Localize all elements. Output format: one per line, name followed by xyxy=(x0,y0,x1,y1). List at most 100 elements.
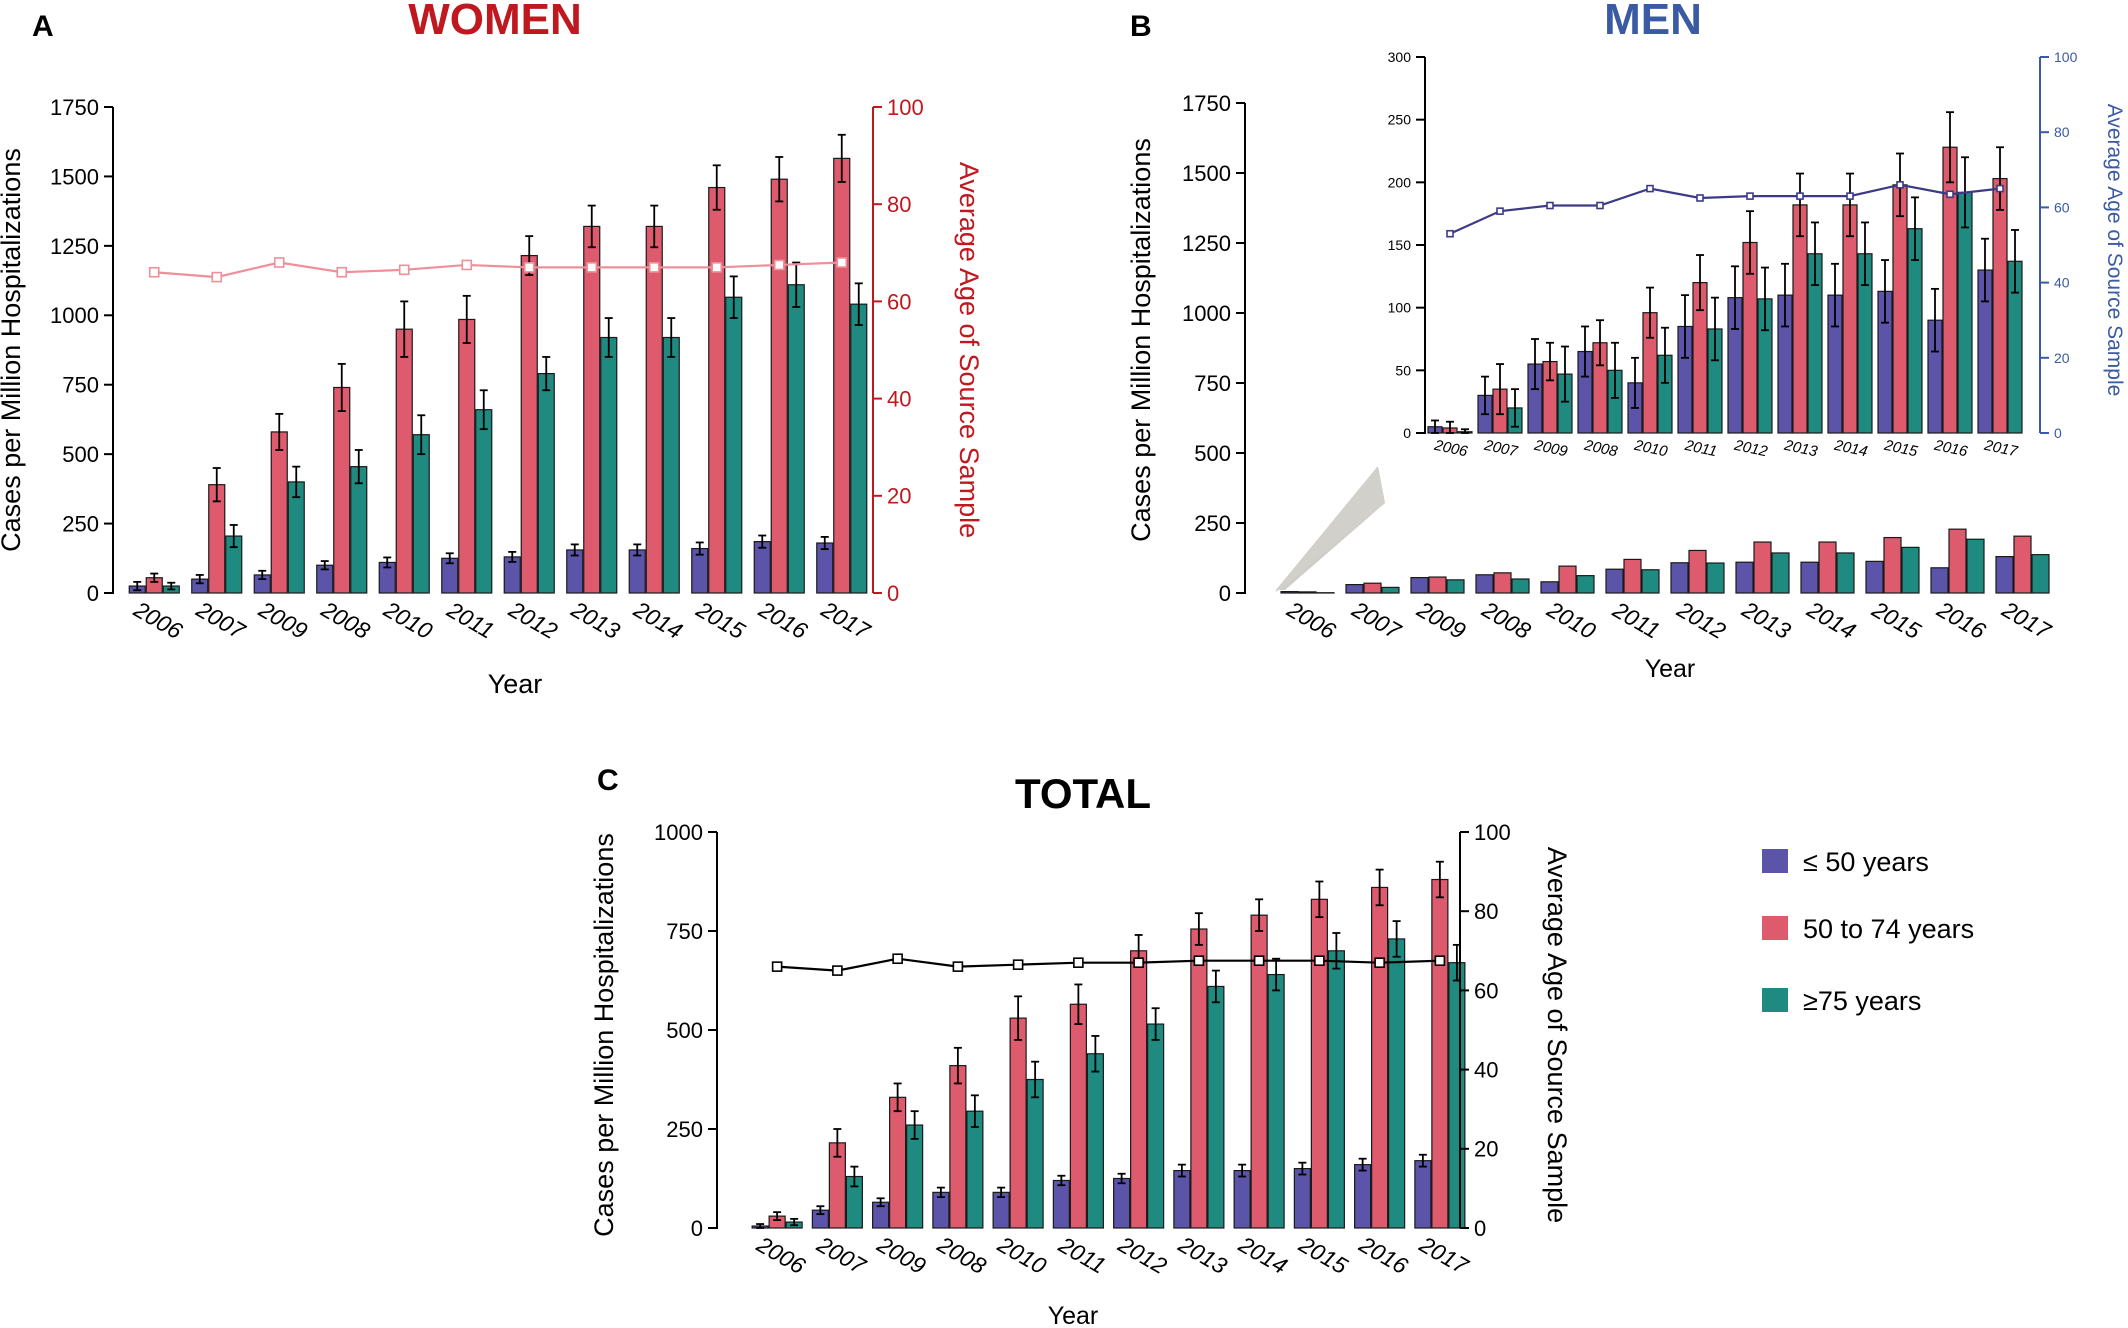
total-y-tick-label: 250 xyxy=(666,1117,703,1142)
men-x-tick-label: 2012 xyxy=(1672,596,1730,645)
men-inset-y-tick-label: 0 xyxy=(1403,425,1411,441)
women-bar xyxy=(787,284,805,594)
women-bar xyxy=(725,296,743,594)
total-x-tick-label: 2013 xyxy=(1173,1231,1231,1280)
legend-label-le50: ≤ 50 years xyxy=(1803,847,1929,877)
total-bar xyxy=(1431,878,1449,1229)
total-x-axis-label: Year xyxy=(1048,1302,1099,1328)
men-y-tick-label: 1250 xyxy=(1182,231,1231,256)
men-bar xyxy=(1771,552,1790,594)
total-bar xyxy=(1009,1017,1027,1229)
women-x-tick-label: 2011 xyxy=(442,596,499,644)
men-bar xyxy=(1948,528,1967,594)
women-x-tick-label: 2012 xyxy=(504,596,562,645)
total-x-tick-label: 2017 xyxy=(1414,1231,1473,1280)
men-bar xyxy=(1670,562,1689,594)
men-inset-y-tick-label: 50 xyxy=(1395,362,1411,378)
men-inset-x-tick-label: 2017 xyxy=(1982,437,2020,461)
total-y2-tick-label: 60 xyxy=(1474,978,1498,1003)
men-inset-y-tick-label: 250 xyxy=(1388,112,1412,128)
women-bar xyxy=(270,431,288,594)
total-bar xyxy=(1310,898,1328,1229)
men-bar xyxy=(1836,552,1855,594)
men-inset-age-marker xyxy=(1496,207,1504,215)
men-inset-x-tick-label: 2012 xyxy=(1732,437,1770,461)
total-x-tick-label: 2008 xyxy=(932,1231,990,1280)
women-bar xyxy=(600,336,618,594)
men-x-tick-label: 2016 xyxy=(1932,596,1990,645)
men-bar xyxy=(1901,546,1920,594)
men-inset-y2-tick-label: 60 xyxy=(2054,199,2070,215)
total-y2-tick-label: 40 xyxy=(1474,1058,1498,1083)
men-inset-y2-tick-label: 100 xyxy=(2054,49,2078,65)
men-inset-y-tick-label: 300 xyxy=(1388,49,1412,65)
women-bar xyxy=(708,186,726,594)
men-y-tick-label: 1750 xyxy=(1182,91,1231,116)
panel-total: C TOTAL Cases per Million Hospitalizatio… xyxy=(589,764,1572,1328)
women-y2-tick-label: 0 xyxy=(887,581,899,606)
women-bar xyxy=(770,178,788,594)
men-bar xyxy=(1930,567,1949,594)
women-bar xyxy=(645,225,663,594)
men-inset-x-tick-label: 2016 xyxy=(1932,437,1970,461)
men-bar xyxy=(1475,574,1494,594)
men-inset-age-marker xyxy=(1596,201,1604,210)
women-y2-tick-label: 20 xyxy=(887,484,911,509)
men-y-tick-label: 0 xyxy=(1219,581,1231,606)
men-inset-bar xyxy=(1957,191,1973,434)
women-bar xyxy=(850,303,868,594)
women-y2-tick-label: 100 xyxy=(887,95,924,120)
men-bar xyxy=(1818,541,1837,594)
women-bar xyxy=(475,409,493,594)
men-inset-y-tick-label: 100 xyxy=(1388,300,1412,316)
total-x-tick-label: 2012 xyxy=(1113,1231,1171,1280)
total-age-line xyxy=(777,957,1440,972)
men-inset-bar xyxy=(1992,177,2008,434)
total-bar xyxy=(1113,1177,1131,1229)
total-age-marker xyxy=(1314,955,1325,967)
women-x-tick-label: 2006 xyxy=(129,596,187,645)
men-bar xyxy=(1995,555,2014,594)
total-y-tick-label: 500 xyxy=(666,1018,703,1043)
total-x-tick-label: 2006 xyxy=(752,1231,810,1280)
women-bar xyxy=(816,542,834,594)
men-bar xyxy=(1883,536,1902,594)
men-inset-x-tick-label: 2008 xyxy=(1582,437,1620,461)
men-bar xyxy=(1576,575,1595,594)
women-bar xyxy=(537,373,555,594)
men-bar xyxy=(1966,538,1985,594)
women-age-marker xyxy=(836,257,848,268)
men-x-tick-label: 2007 xyxy=(1347,596,1406,645)
women-bar xyxy=(395,328,413,594)
total-y-tick-label: 1000 xyxy=(654,820,703,845)
panel-women: A WOMEN Cases per Million Hospitalizatio… xyxy=(0,0,984,699)
total-y2-tick-label: 0 xyxy=(1474,1216,1486,1241)
men-inset-bar xyxy=(1792,204,1808,434)
men-bar xyxy=(1641,569,1660,594)
men-inset-x-tick-label: 2011 xyxy=(1682,437,1718,461)
women-bar xyxy=(753,541,771,594)
men-x-tick-label: 2013 xyxy=(1737,596,1795,645)
men-bar xyxy=(1706,562,1725,594)
women-y-axis-label: Cases per Million Hospitalizations xyxy=(0,148,26,552)
women-title: WOMEN xyxy=(408,0,582,44)
men-inset-y2-tick-label: 40 xyxy=(2054,275,2070,291)
legend-swatch-le50 xyxy=(1762,849,1788,873)
men-inset-age-marker xyxy=(1646,184,1654,193)
total-x-tick-label: 2016 xyxy=(1354,1231,1412,1280)
men-bar xyxy=(1446,579,1465,594)
men-bar xyxy=(1735,561,1754,594)
men-bar xyxy=(1511,578,1530,594)
women-bar xyxy=(833,157,851,594)
women-y-tick-label: 250 xyxy=(62,511,99,536)
men-bar xyxy=(1410,576,1429,594)
men-bar xyxy=(1280,590,1299,594)
total-bar xyxy=(889,1096,907,1229)
women-age-marker xyxy=(273,257,285,268)
panel-letter-c: C xyxy=(597,764,619,797)
total-bar xyxy=(1147,1023,1165,1229)
men-bar xyxy=(1800,561,1819,594)
total-bar xyxy=(1414,1160,1432,1229)
